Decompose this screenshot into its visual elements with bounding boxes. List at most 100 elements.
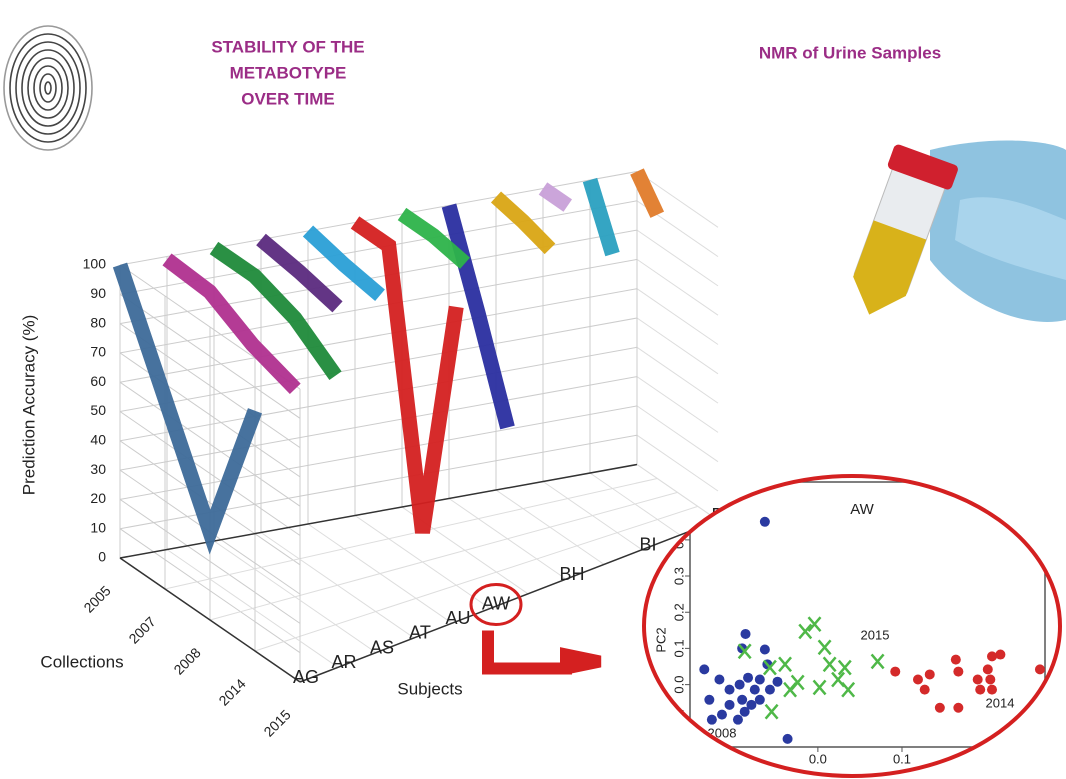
point — [817, 639, 832, 656]
point — [953, 702, 964, 713]
title-line: STABILITY OF THE — [211, 37, 364, 56]
grid-line — [636, 346, 719, 404]
grid-line — [636, 229, 719, 287]
point — [762, 659, 777, 676]
point — [737, 694, 748, 705]
y-tick-label: 80 — [90, 314, 106, 330]
point — [737, 643, 752, 660]
point — [950, 654, 961, 665]
point — [704, 694, 715, 705]
floor-grid — [448, 498, 567, 580]
y-tick-label: 20 — [90, 490, 106, 506]
subject-label: AR — [331, 652, 356, 672]
floor-grid — [307, 523, 453, 624]
point — [749, 684, 760, 695]
y-axis-title: PC2 — [653, 627, 668, 652]
point — [724, 699, 735, 710]
y-tick-label: 0 — [98, 549, 106, 565]
point — [759, 644, 770, 655]
point — [822, 656, 837, 673]
grid-line — [119, 405, 638, 500]
title-line: OVER TIME — [241, 89, 335, 108]
y-tick-label: 70 — [90, 344, 106, 360]
point — [764, 684, 775, 695]
y-axis-title: Prediction Accuracy (%) — [19, 315, 38, 495]
point — [714, 674, 725, 685]
ribbon — [350, 216, 464, 534]
ribbon-chart: 0 10 20 30 40 50 60 70 80 90 100 2005 2007 2008 2014 20… — [80, 168, 737, 740]
point — [746, 699, 757, 710]
collection-label: 2008 — [170, 644, 203, 677]
grid-line — [119, 317, 638, 412]
point — [841, 681, 856, 698]
ribbon — [441, 203, 515, 430]
z-axis-title: Subjects — [397, 679, 462, 698]
point — [972, 674, 983, 685]
floor-grid — [542, 481, 643, 551]
x-tick-label: 0.0 — [809, 751, 827, 766]
point — [743, 672, 754, 683]
y-tick-label: 0.0 — [671, 676, 686, 694]
collection-label: 2015 — [260, 706, 293, 739]
y-tick-label: 0.3 — [671, 567, 686, 585]
floor-grid — [166, 549, 339, 668]
point — [995, 649, 1006, 660]
subject-label: AW — [482, 593, 510, 613]
point — [764, 703, 779, 720]
point — [890, 666, 901, 677]
ribbon — [302, 225, 385, 301]
grid-line — [119, 376, 638, 471]
point — [924, 669, 935, 680]
ribbon — [209, 241, 342, 380]
point — [798, 623, 813, 640]
y-tick-label: 0.1 — [671, 639, 686, 657]
grid-line — [119, 258, 638, 354]
grid-line — [119, 171, 638, 266]
y-tick-label: 50 — [90, 402, 106, 418]
grid-line — [636, 171, 719, 228]
floor-grid — [636, 464, 719, 521]
collection-label: 2005 — [80, 582, 113, 615]
grid-line — [119, 288, 638, 383]
subject-label: AS — [370, 637, 394, 657]
point — [982, 664, 993, 675]
title-line: METABOTYPE — [230, 63, 347, 82]
axis-line — [299, 519, 719, 683]
point — [870, 653, 885, 670]
point — [759, 516, 770, 527]
point — [912, 674, 923, 685]
y-tick-label: 90 — [90, 285, 106, 301]
grid-line — [636, 434, 719, 492]
grid-line — [636, 317, 719, 375]
point — [706, 714, 717, 725]
subject-label: AG — [293, 667, 319, 687]
point — [739, 706, 750, 717]
annotation: 2014 — [986, 695, 1015, 710]
subject-label: BI — [639, 534, 656, 554]
floor-grid — [209, 491, 678, 621]
point — [754, 674, 765, 685]
grid-line — [636, 376, 719, 433]
point — [953, 666, 964, 677]
point — [975, 684, 986, 695]
y-tick-label: 60 — [90, 373, 106, 389]
ribbon — [112, 262, 263, 555]
point — [782, 733, 793, 744]
point — [724, 684, 735, 695]
grid-line — [636, 258, 719, 316]
floor-grid — [260, 532, 415, 639]
ribbon — [490, 191, 556, 255]
y-tick-label: 30 — [90, 461, 106, 477]
floor-grid — [495, 489, 605, 565]
floor-grid — [589, 472, 681, 536]
ribbon — [582, 177, 620, 257]
subject-label: AU — [445, 608, 470, 628]
collection-label: 2007 — [125, 613, 158, 646]
floor-grid — [354, 515, 491, 609]
point — [734, 679, 745, 690]
pointer-arrow — [482, 630, 602, 675]
point — [919, 684, 930, 695]
ribbon — [538, 182, 573, 212]
